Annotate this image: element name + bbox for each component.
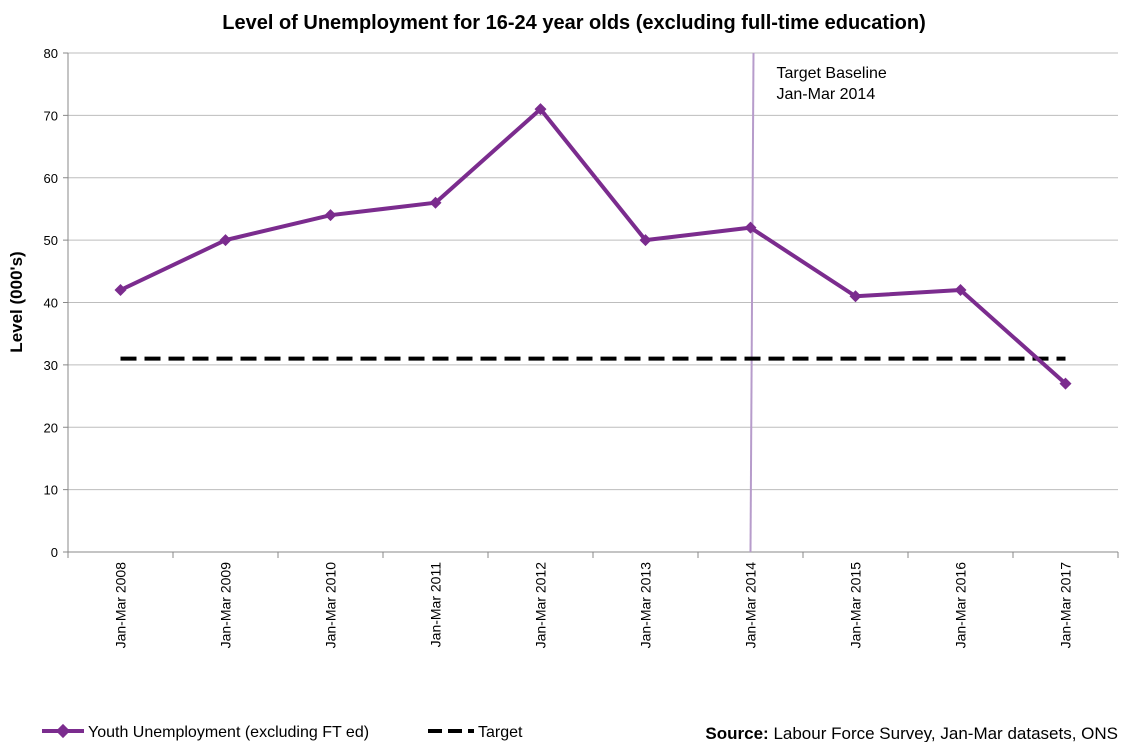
series-line [119, 107, 1067, 386]
y-tick-label: 10 [44, 483, 58, 498]
x-tick-label: Jan-Mar 2015 [848, 562, 864, 649]
data-point-marker [954, 284, 967, 297]
legend: Youth Unemployment (excluding FT ed) Tar… [42, 723, 523, 741]
y-tick-label: 80 [44, 46, 58, 61]
data-point-marker [744, 221, 757, 234]
x-axis-ticks: Jan-Mar 2008 Jan-Mar 2009 Jan-Mar 2010 Jan-… [67, 552, 1119, 649]
chart-title: Level of Unemployment for 16-24 year old… [222, 12, 925, 34]
x-tick-label: Jan-Mar 2013 [638, 562, 654, 649]
x-tick-label: Jan-Mar 2016 [953, 562, 969, 649]
y-tick-label: 40 [44, 296, 58, 311]
x-tick-label: Jan-Mar 2011 [428, 562, 444, 648]
legend-youth-label: Youth Unemployment (excluding FT ed) [88, 724, 369, 741]
data-point-marker [639, 234, 652, 247]
data-point-marker [1059, 377, 1072, 390]
x-tick-label: Jan-Mar 2017 [1058, 562, 1074, 649]
data-point-marker [114, 284, 127, 297]
x-tick-label: Jan-Mar 2009 [218, 562, 234, 649]
y-axis-ticks: 0 10 20 30 40 50 60 70 80 [44, 46, 68, 560]
x-tick-label: Jan-Mar 2008 [113, 562, 129, 649]
baseline-annotation-line-1: Target Baseline [777, 65, 887, 82]
source-text: Labour Force Survey, Jan-Mar datasets, O… [769, 724, 1118, 742]
x-tick-label: Jan-Mar 2014 [743, 562, 759, 649]
source-note: Source: Labour Force Survey, Jan-Mar dat… [705, 724, 1118, 742]
series-layer [114, 103, 1072, 390]
series-youth-unemployment [114, 103, 1072, 390]
y-tick-label: 50 [44, 233, 58, 248]
y-tick-label: 20 [44, 420, 58, 435]
data-point-marker [324, 209, 337, 222]
legend-target-label: Target [478, 724, 523, 741]
x-tick-label: Jan-Mar 2010 [323, 562, 339, 649]
baseline-annotation-line-2: Jan-Mar 2014 [777, 86, 876, 103]
data-point-marker [534, 103, 547, 116]
y-tick-label: 60 [44, 171, 58, 186]
legend-youth-diamond [55, 723, 71, 739]
target-baseline-line [749, 52, 755, 553]
y-axis-label: Level (000's) [7, 251, 26, 352]
data-point-marker [429, 196, 442, 209]
data-point-marker [219, 234, 232, 247]
x-tick-label: Jan-Mar 2012 [533, 562, 549, 649]
y-tick-label: 30 [44, 358, 58, 373]
data-point-marker [849, 290, 862, 303]
gridlines [67, 52, 1118, 553]
y-tick-label: 0 [51, 545, 58, 560]
source-prefix: Source: [705, 724, 768, 742]
y-tick-label: 70 [44, 108, 58, 123]
